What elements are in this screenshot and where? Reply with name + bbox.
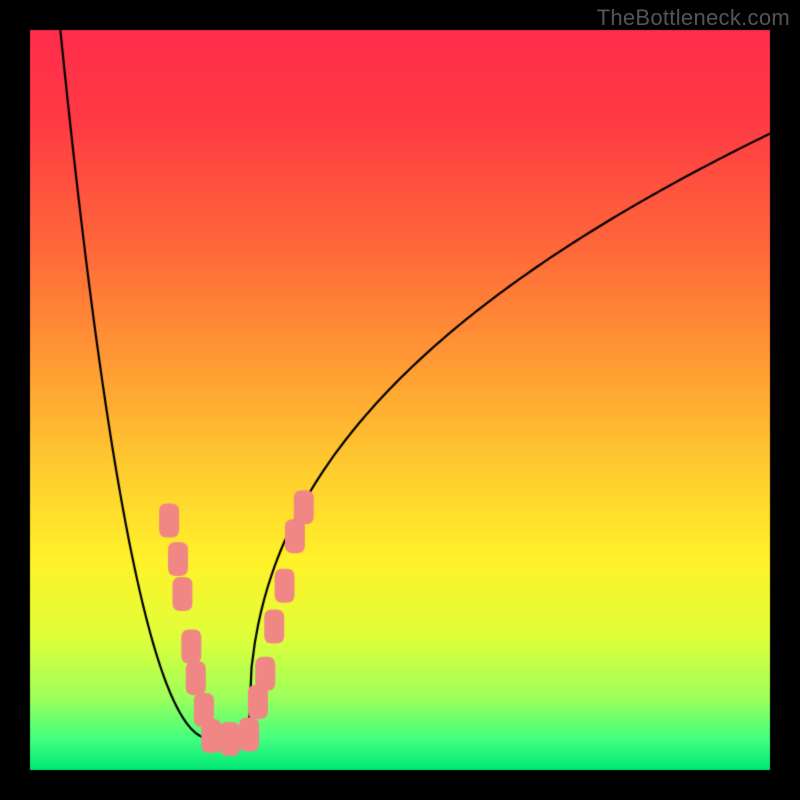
watermark-text: TheBottleneck.com — [597, 5, 790, 31]
bottleneck-chart-canvas — [0, 0, 800, 800]
chart-container: TheBottleneck.com — [0, 0, 800, 800]
